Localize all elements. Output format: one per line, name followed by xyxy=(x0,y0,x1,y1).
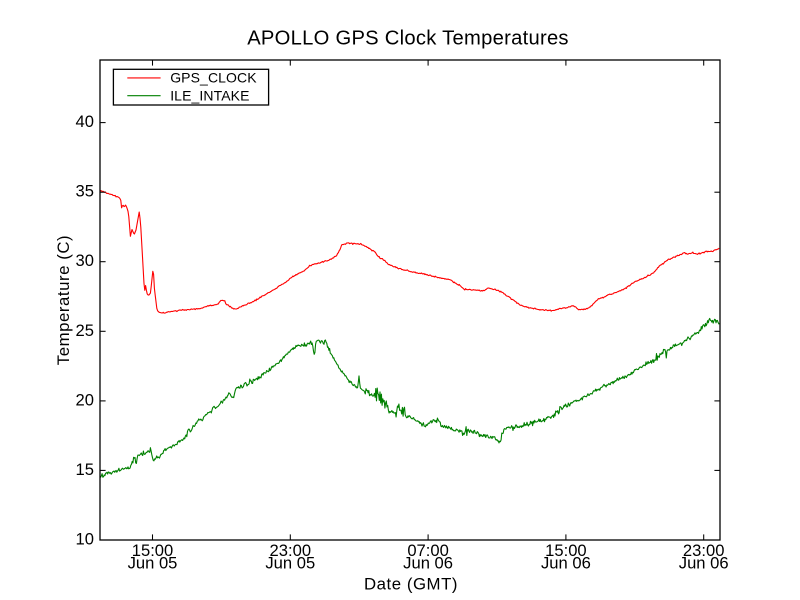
svg-text:40: 40 xyxy=(76,112,94,131)
svg-text:Temperature (C): Temperature (C) xyxy=(54,235,73,365)
svg-text:15:00: 15:00 xyxy=(545,541,587,560)
svg-text:07:00: 07:00 xyxy=(407,541,449,560)
svg-text:Jun 06: Jun 06 xyxy=(403,554,453,573)
svg-text:20: 20 xyxy=(76,390,94,409)
svg-text:25: 25 xyxy=(76,321,94,340)
svg-text:15:00: 15:00 xyxy=(132,541,174,560)
svg-text:30: 30 xyxy=(76,251,94,270)
svg-text:Jun 06: Jun 06 xyxy=(541,554,591,573)
svg-text:Date (GMT): Date (GMT) xyxy=(364,575,458,594)
svg-text:Jun 06: Jun 06 xyxy=(679,554,729,573)
svg-text:15: 15 xyxy=(76,460,94,479)
svg-text:GPS_CLOCK: GPS_CLOCK xyxy=(170,70,257,86)
svg-text:10: 10 xyxy=(76,530,94,549)
svg-text:Jun 05: Jun 05 xyxy=(265,554,315,573)
svg-text:35: 35 xyxy=(76,182,94,201)
svg-text:23:00: 23:00 xyxy=(270,541,312,560)
svg-text:ILE_INTAKE: ILE_INTAKE xyxy=(170,88,249,104)
svg-text:23:00: 23:00 xyxy=(683,541,725,560)
svg-text:APOLLO GPS Clock Temperatures: APOLLO GPS Clock Temperatures xyxy=(247,28,569,50)
svg-text:Jun 05: Jun 05 xyxy=(128,554,178,573)
